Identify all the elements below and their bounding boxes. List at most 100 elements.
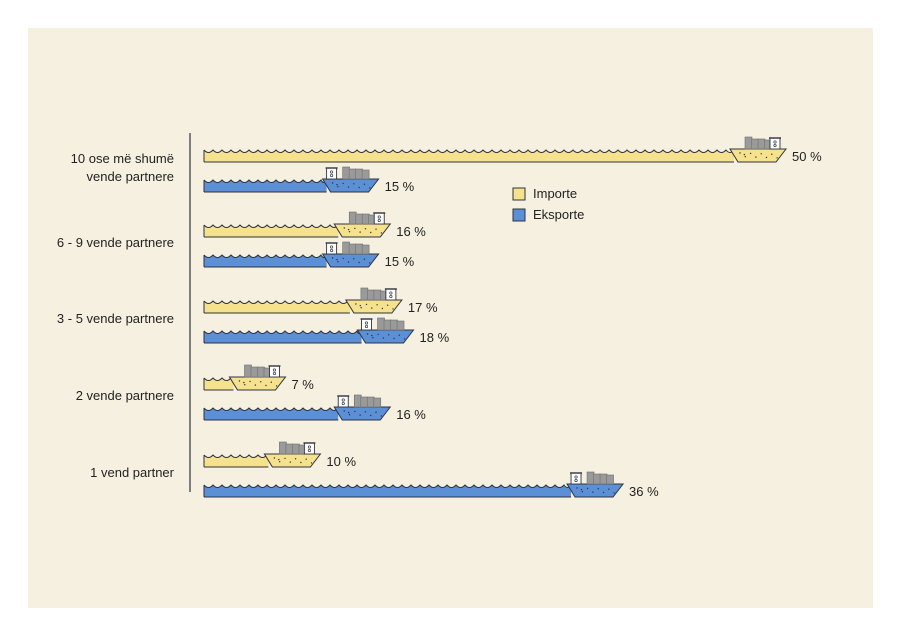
import-bar: 50 % — [203, 136, 822, 164]
wave-line — [203, 407, 339, 411]
ship-hull — [566, 483, 625, 498]
category-label-line: 1 vend partner — [90, 465, 175, 480]
hull-speckle — [365, 303, 368, 306]
hull-speckle — [359, 231, 361, 233]
wave-line — [203, 376, 234, 381]
hull-speckle — [382, 337, 385, 339]
legend-swatch — [512, 208, 526, 222]
ship-window — [330, 245, 334, 249]
container-icon — [361, 169, 370, 180]
hull-speckle — [403, 338, 406, 340]
ship-hull — [263, 453, 322, 468]
hull-speckle — [380, 415, 383, 417]
hull-speckle — [364, 228, 367, 230]
hull-speckle — [331, 257, 334, 259]
container-icon — [285, 443, 294, 455]
hull-speckle — [284, 457, 286, 460]
wave-line — [203, 484, 572, 488]
hull-speckle — [343, 227, 345, 229]
hull-speckle — [310, 462, 313, 464]
import-bar: 7 % — [203, 364, 314, 392]
category-label-line: 6 - 9 vende partnere — [57, 235, 174, 250]
hull-speckle — [765, 156, 768, 159]
hull-speckle — [359, 304, 361, 307]
hull-speckle — [743, 153, 746, 156]
data-label: 15 % — [385, 254, 415, 269]
hull-speckle — [331, 182, 334, 184]
hull-speckle — [289, 461, 291, 463]
hull-speckle — [348, 414, 351, 416]
hull-speckle — [381, 307, 384, 310]
ship-window — [307, 448, 311, 453]
category-label-line: 2 vende partnere — [76, 388, 174, 403]
hull-speckle — [392, 308, 394, 310]
wave-line — [203, 224, 339, 228]
hull-speckle — [347, 228, 350, 231]
ship-window — [389, 291, 393, 295]
hull-speckle — [776, 157, 778, 159]
wave-line — [203, 453, 269, 458]
ship-window — [330, 170, 334, 174]
hull-speckle — [380, 232, 383, 234]
hull-speckle — [279, 461, 281, 463]
hull-speckle — [353, 183, 355, 185]
hull-speckle — [580, 488, 583, 491]
hull-speckle — [354, 410, 356, 413]
hull-speckle — [254, 384, 257, 386]
ship-window — [389, 294, 393, 299]
container-icon — [360, 396, 369, 408]
legend: Importe Eksporte — [512, 186, 584, 222]
hull-speckle — [366, 333, 369, 335]
wave-icon — [204, 455, 269, 467]
wave-icon — [204, 485, 572, 497]
hull-speckle — [613, 492, 615, 494]
hull-speckle — [597, 488, 599, 490]
hull-speckle — [348, 231, 351, 233]
container-icon — [367, 289, 375, 301]
hull-speckle — [244, 384, 246, 386]
hull-speckle — [375, 228, 377, 230]
hull-speckle — [376, 304, 378, 306]
ship-hull — [333, 406, 392, 421]
hull-speckle — [294, 458, 297, 460]
category-label: 6 - 9 vende partnere — [57, 235, 174, 250]
ship-window — [272, 371, 277, 376]
container-icon — [377, 317, 385, 331]
ship-hull — [228, 376, 287, 391]
wave-icon — [204, 255, 327, 267]
ship-window — [307, 445, 311, 449]
bar-chart: 10 ose më shumë vende partnere 6 - 9 vende… — [57, 133, 822, 499]
hull-speckle — [358, 261, 360, 264]
category-label-line: 3 - 5 vende partnere — [57, 311, 174, 326]
hull-speckle — [265, 384, 267, 387]
export-bar: 36 % — [203, 471, 659, 499]
hull-speckle — [760, 153, 762, 155]
container-icon — [751, 138, 759, 150]
hull-speckle — [739, 152, 741, 154]
container-icon — [292, 443, 300, 455]
container-icon — [390, 319, 398, 331]
hull-speckle — [755, 156, 757, 158]
container-icon — [361, 244, 370, 255]
hull-speckle — [375, 411, 377, 413]
data-label: 18 % — [420, 330, 450, 345]
ship-window — [364, 324, 369, 329]
ship-hull — [321, 178, 380, 193]
ship-window — [574, 478, 578, 483]
data-label: 16 % — [396, 407, 426, 422]
ship-window — [377, 215, 381, 219]
hull-speckle — [353, 258, 355, 260]
hull-speckle — [363, 258, 366, 260]
hull-speckle — [370, 414, 372, 417]
import-bar: 16 % — [203, 211, 426, 239]
ship-window — [330, 173, 334, 178]
hull-speckle — [372, 337, 374, 339]
hull-speckle — [347, 261, 350, 263]
hull-speckle — [749, 152, 752, 155]
container-icon — [342, 241, 350, 255]
hull-speckle — [336, 258, 338, 261]
ship-window — [773, 140, 777, 144]
hull-speckle — [273, 457, 276, 459]
hull-speckle — [377, 333, 379, 336]
wave-line — [203, 299, 351, 304]
